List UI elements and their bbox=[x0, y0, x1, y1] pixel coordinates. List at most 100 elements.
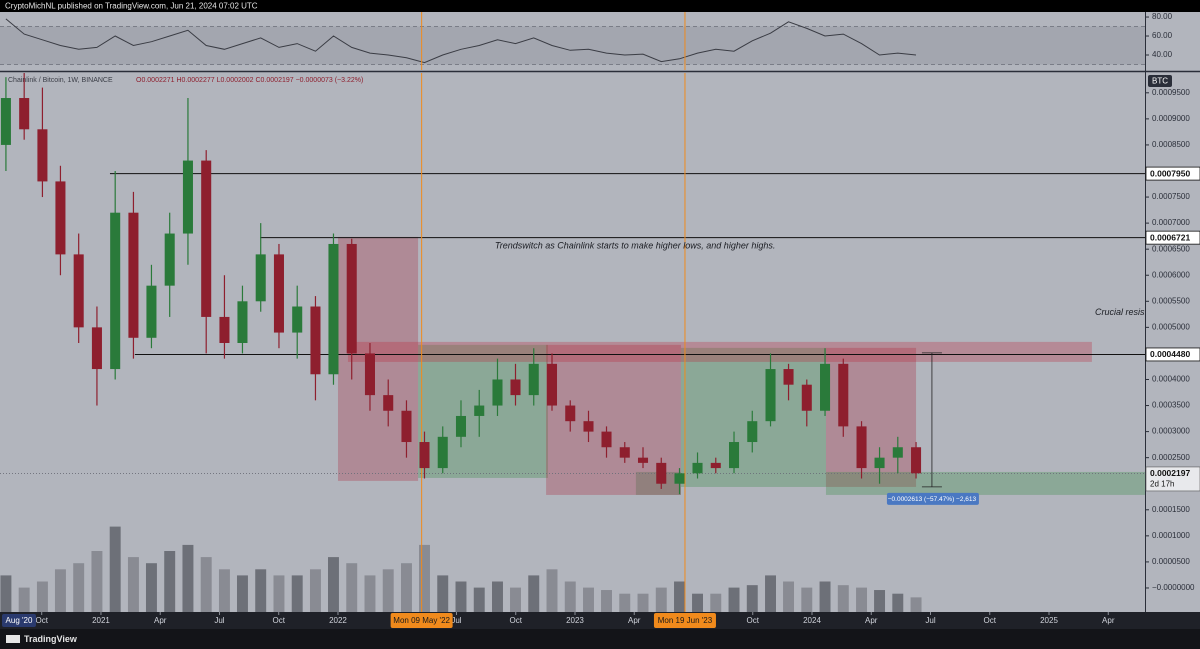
volume-bar bbox=[528, 575, 540, 612]
candle-body bbox=[492, 379, 503, 406]
volume-bar bbox=[36, 581, 48, 612]
candle-body bbox=[73, 254, 84, 328]
volume-bar bbox=[164, 551, 176, 612]
level-label-box bbox=[1145, 166, 1200, 181]
volume-bar bbox=[783, 581, 795, 612]
rsi-tick-label: 40.00 bbox=[1152, 50, 1173, 59]
annotations: Trendswitch as Chainlink starts to make … bbox=[495, 240, 1167, 505]
candle-body bbox=[55, 181, 66, 255]
volume-bar bbox=[437, 575, 449, 612]
volume-bar bbox=[200, 557, 212, 612]
candle-body bbox=[565, 405, 576, 422]
candle-body bbox=[383, 395, 394, 411]
y-tick-label: 0.0009500 bbox=[1152, 88, 1190, 97]
candles bbox=[0, 73, 922, 495]
candle-body bbox=[637, 457, 649, 463]
volume-bar bbox=[837, 585, 849, 612]
candle-body bbox=[328, 243, 339, 375]
brand-logo: TradingView bbox=[6, 634, 78, 644]
volume-bar bbox=[109, 526, 121, 612]
annotation: Crucial resistance bbox=[1095, 307, 1167, 317]
volume-bar bbox=[819, 581, 831, 612]
volume-bar bbox=[218, 569, 230, 612]
y-tick-label: 0.0003000 bbox=[1152, 427, 1190, 436]
volume-bar bbox=[746, 585, 758, 612]
volume-bar bbox=[492, 581, 503, 612]
drawings bbox=[0, 73, 1145, 612]
candle-body bbox=[273, 254, 284, 333]
header-bar bbox=[0, 0, 1200, 12]
annotation: Trendswitch as Chainlink starts to make … bbox=[495, 240, 775, 250]
x-start-label: Aug '20 bbox=[6, 616, 33, 625]
volume bbox=[0, 526, 922, 612]
y-tick-label: 0.0004000 bbox=[1152, 375, 1190, 384]
candle-body bbox=[801, 384, 812, 411]
y-tick-label: 0.0008500 bbox=[1152, 140, 1190, 149]
position-zone bbox=[825, 471, 1145, 495]
volume-bar bbox=[273, 575, 285, 612]
candle-body bbox=[364, 353, 375, 396]
date-marker-box bbox=[390, 613, 453, 628]
volume-bar bbox=[400, 563, 412, 612]
volume-bar bbox=[674, 581, 685, 612]
rsi-line bbox=[5, 18, 917, 64]
candle-body bbox=[310, 306, 321, 375]
volume-bar bbox=[127, 557, 139, 612]
rsi-band bbox=[0, 26, 1145, 65]
x-tick-label: Oct bbox=[510, 616, 523, 625]
candle-body bbox=[19, 98, 30, 130]
candle-body bbox=[346, 243, 357, 354]
y-tick-label: 0.0002500 bbox=[1152, 453, 1190, 462]
x-tick-label: Apr bbox=[628, 616, 641, 625]
volume-bar bbox=[655, 587, 667, 612]
candle-body bbox=[656, 462, 667, 484]
volume-bar bbox=[692, 593, 703, 612]
measure-label-box bbox=[886, 492, 979, 505]
volume-bar bbox=[583, 587, 594, 612]
candle-body bbox=[692, 462, 703, 474]
x-tick-label: Jul bbox=[214, 616, 224, 625]
x-tick-label: Apr bbox=[1102, 616, 1115, 625]
candle-body bbox=[164, 233, 175, 286]
volume-bar bbox=[765, 575, 776, 612]
volume-bar bbox=[364, 575, 376, 612]
volume-bar bbox=[874, 590, 886, 612]
y-tick-label: 0.0005500 bbox=[1152, 296, 1190, 305]
volume-bar bbox=[91, 551, 103, 612]
volume-bar bbox=[54, 569, 66, 612]
candle-body bbox=[528, 363, 539, 396]
volume-bar bbox=[291, 575, 303, 612]
time-axis bbox=[0, 612, 1200, 629]
candle-body bbox=[783, 369, 794, 385]
candle-body bbox=[729, 442, 740, 469]
volume-bar bbox=[619, 593, 631, 612]
candle-body bbox=[856, 426, 867, 469]
volume-bar bbox=[382, 569, 394, 612]
candle-body bbox=[182, 160, 193, 234]
volume-bar bbox=[309, 569, 321, 612]
volume-bar bbox=[73, 563, 85, 612]
candle-body bbox=[911, 447, 922, 474]
candle-body bbox=[219, 316, 230, 343]
candle-body bbox=[91, 327, 102, 370]
countdown-label: 2d 17h bbox=[1150, 480, 1174, 489]
candle-body bbox=[110, 212, 121, 370]
y-tick-label: 0.0001000 bbox=[1152, 531, 1190, 540]
currency-badge bbox=[1148, 75, 1172, 87]
candle-body bbox=[674, 473, 685, 484]
x-tick-label: Apr bbox=[154, 616, 167, 625]
candle-body bbox=[419, 442, 430, 469]
y-tick-label: 0.0003500 bbox=[1152, 401, 1190, 410]
candle-body bbox=[747, 421, 758, 443]
y-tick-label: 0.0009000 bbox=[1152, 114, 1190, 123]
x-start-box bbox=[2, 614, 36, 627]
level-label: 0.0006721 bbox=[1150, 232, 1190, 242]
candle-body bbox=[37, 129, 48, 182]
candle-body bbox=[601, 431, 612, 448]
candle-body bbox=[874, 457, 885, 469]
volume-bar bbox=[910, 597, 922, 612]
candle-body bbox=[237, 301, 248, 343]
date-marker-box bbox=[653, 613, 716, 628]
candle-body bbox=[546, 363, 558, 406]
